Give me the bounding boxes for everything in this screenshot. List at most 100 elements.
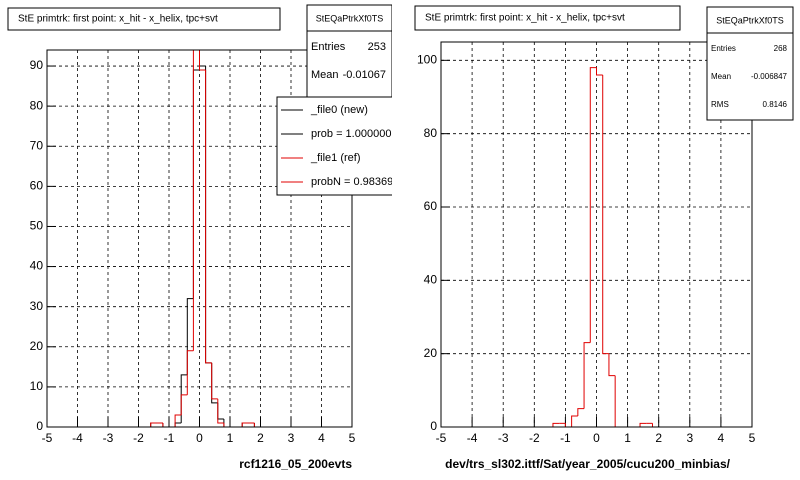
histogram-bin (571, 415, 578, 427)
legend-frame (276, 96, 392, 196)
y-tick-label: 20 (30, 339, 44, 353)
y-tick-label: 40 (30, 259, 44, 273)
histogram-bin (583, 342, 591, 409)
x-tick-label: 3 (686, 431, 693, 445)
x-tick-label: -3 (103, 431, 114, 445)
x-tick-label: 0 (196, 431, 203, 445)
stats-label: Entries (711, 44, 736, 53)
y-tick-label: 80 (424, 126, 438, 140)
x-tick-label: 5 (749, 431, 756, 445)
histogram-bin (186, 298, 194, 375)
chart-title: StE primtrk: first point: x_hit - x_heli… (18, 14, 218, 25)
histogram-bin (192, 50, 194, 351)
x-tick-label: -2 (529, 431, 540, 445)
histograms (441, 67, 752, 427)
histogram-bin (180, 394, 188, 415)
y-tick-label: 50 (30, 219, 44, 233)
legend-label: probN = 0.98369 (311, 176, 393, 188)
histogram-bin (253, 422, 261, 427)
x-tick-label: 1 (227, 431, 234, 445)
histogram-bin (596, 67, 603, 76)
histogram-bin (614, 375, 622, 427)
x-tick-label: -2 (133, 431, 144, 445)
histogram-bin (223, 422, 230, 427)
histogram-bin (564, 423, 572, 427)
histogram-bin (199, 50, 206, 71)
y-tick-label: 0 (430, 419, 437, 433)
x-tick-label: -4 (467, 431, 478, 445)
x-tick-label: 2 (655, 431, 662, 445)
x-tick-label: -5 (436, 431, 447, 445)
histogram-bin (174, 414, 182, 427)
title-box (7, 7, 281, 31)
y-tick-label: 90 (30, 58, 44, 72)
histogram-bin (577, 408, 585, 416)
legend-label: prob = 1.000000 (311, 128, 391, 140)
stats-value: -0.006847 (751, 72, 788, 81)
plot-border (440, 41, 753, 428)
histogram-bin (205, 70, 212, 364)
legend: _file0 (new) prob = 1.000000 _file1 (ref) p… (276, 96, 393, 196)
histogram-bin (217, 398, 224, 424)
chart-title: StE primtrk: first point: x_hit - x_heli… (425, 13, 625, 24)
stats-value: 253 (368, 41, 386, 53)
x-tick-label: 4 (318, 431, 325, 445)
stats-name: StEQaPtrkXf0TS (316, 13, 384, 23)
histogram-bin (241, 422, 249, 427)
stats-frame (306, 4, 392, 101)
histogram-bin (589, 67, 597, 343)
y-tick-label: 20 (424, 346, 438, 360)
stats-label: RMS (711, 100, 729, 109)
plot-border (46, 49, 353, 428)
histogram-bin (150, 422, 157, 427)
histogram-bin (211, 362, 218, 400)
stats-frame (706, 6, 794, 121)
footer-label: rcf1216_05_200evts (239, 457, 352, 471)
y-tick-label: 100 (417, 53, 437, 67)
x-tick-label: -5 (42, 431, 53, 445)
stats-box: StEQaPtrkXf0TS Entries 268 Mean -0.006847 RMS… (706, 6, 794, 121)
x-tick-label: 1 (624, 431, 631, 445)
y-tick-label: 70 (30, 138, 44, 152)
stats-label: Mean (311, 69, 339, 81)
title-box (414, 5, 681, 31)
histogram-bin (639, 422, 647, 427)
x-tick-label: 0 (593, 431, 600, 445)
y-tick-label: 80 (30, 98, 44, 112)
x-tick-label: -3 (498, 431, 509, 445)
y-tick-label: 0 (36, 419, 43, 433)
stats-value: 268 (774, 44, 788, 53)
x-tick-label: 4 (718, 431, 725, 445)
x-tick-label: -4 (72, 431, 83, 445)
histogram-bin (602, 75, 609, 355)
x-tick-label: 5 (349, 431, 356, 445)
stats-label: Entries (311, 41, 346, 53)
y-tick-label: 10 (30, 379, 44, 393)
histogram-bin (223, 418, 230, 427)
histogram-bin (651, 423, 659, 427)
y-tick-label: 40 (424, 273, 438, 287)
x-tick-label: -1 (560, 431, 571, 445)
x-tick-label: 2 (257, 431, 264, 445)
stats-name: StEQaPtrkXf0TS (716, 15, 784, 25)
histogram-bin (552, 422, 560, 427)
legend-label: _file0 (new) (310, 104, 368, 116)
stats-value: -0.01067 (343, 69, 386, 81)
y-tick-label: 60 (30, 179, 44, 193)
histogram-bin (162, 422, 169, 427)
y-tick-label: 60 (424, 199, 438, 213)
stats-value: 0.8146 (763, 100, 788, 109)
histogram-bin (186, 350, 194, 395)
legend-label: _file1 (ref) (310, 152, 361, 164)
x-tick-label: -1 (164, 431, 175, 445)
footer-label: dev/trs_sl302.ittf/Sat/year_2005/cucu200… (445, 457, 730, 471)
stats-label: Mean (711, 72, 731, 81)
y-tick-label: 30 (30, 299, 44, 313)
pad: -5 -4 -3 -2 -1 0 1 2 3 4 5 0 20 40 60 80 100 StE primtrk:… (414, 5, 794, 471)
x-tick-label: 3 (288, 431, 295, 445)
stats-box: StEQaPtrkXf0TS Entries 253 Mean -0.01067 (306, 4, 392, 101)
histogram-bin (608, 353, 616, 377)
histograms (47, 50, 352, 427)
